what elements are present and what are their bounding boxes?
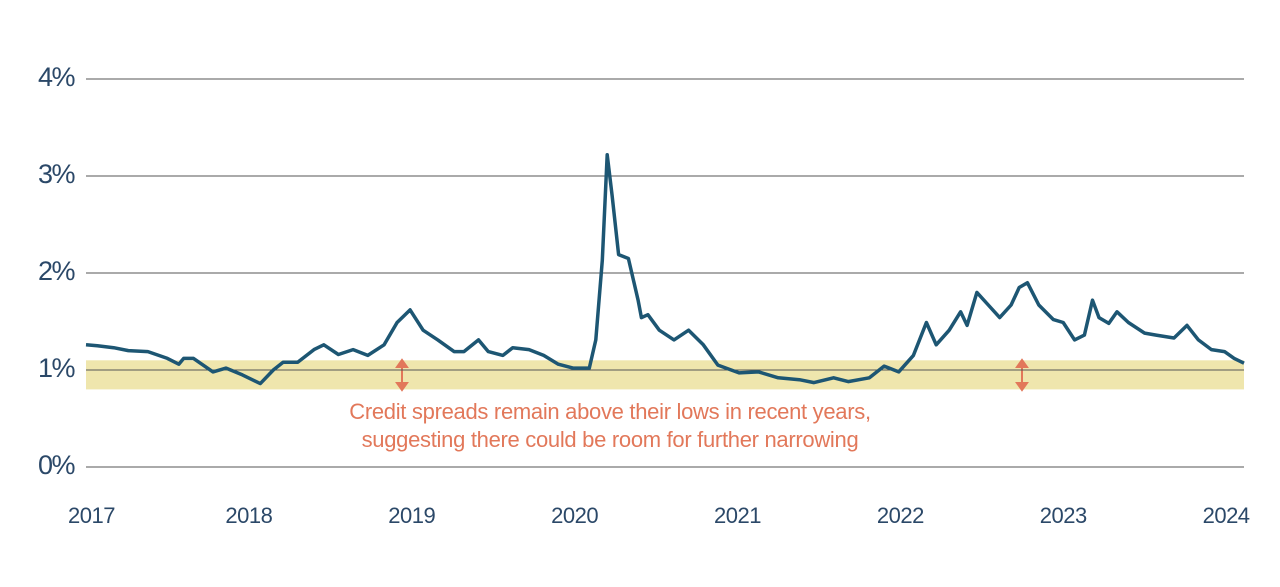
arrow-head	[1015, 358, 1029, 392]
y-tick-label: 0%	[38, 450, 76, 480]
y-tick-label: 3%	[38, 159, 76, 189]
arrows	[395, 358, 1029, 392]
annotation: Credit spreads remain above their lows i…	[349, 399, 871, 424]
arrow-head	[395, 358, 409, 392]
y-tick-label: 1%	[38, 353, 76, 383]
x-tick-label: 2017	[68, 503, 115, 528]
annotation: suggesting there could be room for furth…	[362, 427, 859, 452]
y-tick-label: 2%	[38, 256, 76, 286]
x-tick-label: 2024	[1203, 503, 1250, 528]
x-tick-label: 2019	[388, 503, 435, 528]
x-tick-label: 2020	[551, 503, 598, 528]
x-tick-label: 2023	[1040, 503, 1087, 528]
x-tick-label: 2018	[225, 503, 272, 528]
x-tick-label: 2022	[877, 503, 924, 528]
y-tick-label: 4%	[38, 62, 76, 92]
line	[85, 152, 1245, 386]
x-tick-label: 2021	[714, 503, 761, 528]
